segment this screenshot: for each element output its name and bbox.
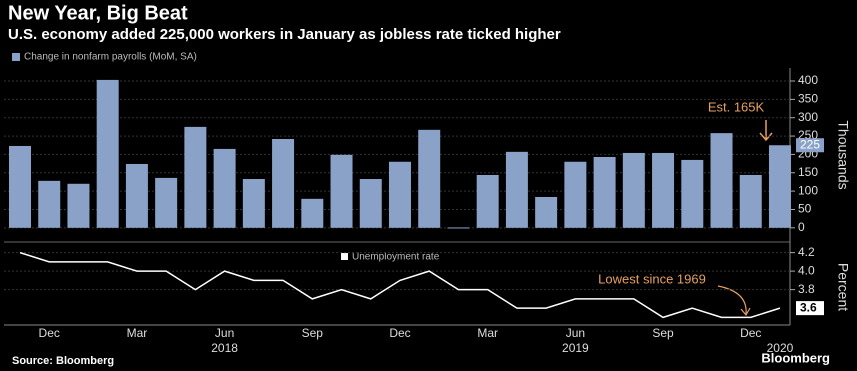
x-tick-label: Dec — [39, 326, 60, 340]
brand: Bloomberg — [761, 350, 830, 365]
bar — [96, 79, 119, 228]
bar — [155, 177, 178, 228]
bar — [38, 180, 61, 228]
annotation: Lowest since 1969 — [598, 271, 706, 286]
y-tick-label: 150 — [798, 165, 818, 179]
bar — [476, 174, 499, 228]
bar — [593, 156, 616, 228]
bar — [768, 145, 791, 228]
x-year-label: 2020 — [767, 341, 794, 355]
line — [19, 251, 781, 319]
x-tick-label: Mar — [477, 326, 498, 340]
annotation-arrow — [759, 120, 773, 142]
bar — [330, 154, 353, 228]
bar — [418, 129, 441, 228]
bar — [564, 161, 587, 228]
chart-title: New Year, Big Beat — [8, 2, 188, 24]
annotation-arrow — [717, 285, 751, 317]
bar — [622, 152, 645, 228]
bar — [125, 163, 148, 228]
bar — [505, 151, 528, 228]
bar — [710, 133, 733, 228]
y-tick-label: 350 — [798, 92, 818, 106]
bar — [9, 145, 31, 228]
chart-subtitle: U.S. economy added 225,000 workers in Ja… — [8, 26, 561, 43]
x-year-label: 2019 — [562, 341, 589, 355]
y-axis-label: Thousands — [835, 120, 851, 189]
y-tick-label: 0 — [798, 220, 805, 234]
y-tick-label: 3.8 — [798, 282, 815, 296]
bar — [359, 179, 382, 228]
y-tick-label: 400 — [798, 73, 818, 87]
x-year-label: 2018 — [211, 341, 238, 355]
x-tick-label: Sep — [302, 326, 324, 340]
bar — [67, 183, 90, 228]
value-box — [796, 138, 824, 153]
x-tick-label: Jun — [215, 326, 234, 340]
x-tick-label: Dec — [740, 326, 761, 340]
value-label: 225 — [800, 137, 820, 151]
annotation: Est. 165K — [708, 99, 765, 114]
x-tick-label: Sep — [652, 326, 674, 340]
bar — [681, 159, 704, 228]
x-tick-label: Dec — [389, 326, 410, 340]
y-tick-label: 4.0 — [798, 263, 815, 277]
bar — [213, 148, 236, 228]
bar — [739, 174, 762, 228]
legend-label: Change in nonfarm payrolls (MoM, SA) — [24, 52, 197, 63]
value-label: 3.6 — [800, 300, 817, 314]
bar — [272, 139, 295, 228]
x-tick-label: Mar — [127, 326, 148, 340]
y-tick-label: 4.2 — [798, 245, 815, 259]
y-axis-label: Percent — [835, 263, 851, 311]
y-tick-label: 50 — [798, 202, 812, 216]
y-tick-label: 100 — [798, 183, 818, 197]
bar — [242, 179, 265, 228]
legend-swatch — [341, 253, 348, 260]
bar — [447, 227, 470, 229]
bar — [301, 198, 324, 228]
legend-swatch — [12, 53, 20, 61]
bar — [184, 126, 207, 228]
value-box — [796, 301, 824, 316]
bar — [652, 152, 675, 228]
x-tick-label: Jun — [566, 326, 585, 340]
bar — [388, 161, 411, 228]
legend-label: Unemployment rate — [352, 252, 440, 263]
bar — [535, 196, 558, 228]
y-tick-label: 300 — [798, 110, 818, 124]
source: Source: Bloomberg — [12, 355, 114, 367]
